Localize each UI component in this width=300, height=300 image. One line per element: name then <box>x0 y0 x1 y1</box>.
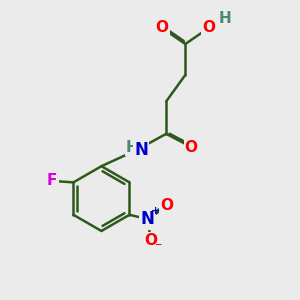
Text: +: + <box>151 206 160 216</box>
Text: ⁻: ⁻ <box>154 240 162 254</box>
Text: O: O <box>155 20 168 35</box>
Text: H: H <box>219 11 232 26</box>
Text: O: O <box>185 140 198 154</box>
Text: F: F <box>47 173 57 188</box>
Text: H: H <box>126 140 139 155</box>
Text: O: O <box>144 233 157 248</box>
Text: N: N <box>134 141 148 159</box>
Text: N: N <box>141 210 155 228</box>
Text: O: O <box>160 198 173 213</box>
Text: O: O <box>202 20 215 35</box>
